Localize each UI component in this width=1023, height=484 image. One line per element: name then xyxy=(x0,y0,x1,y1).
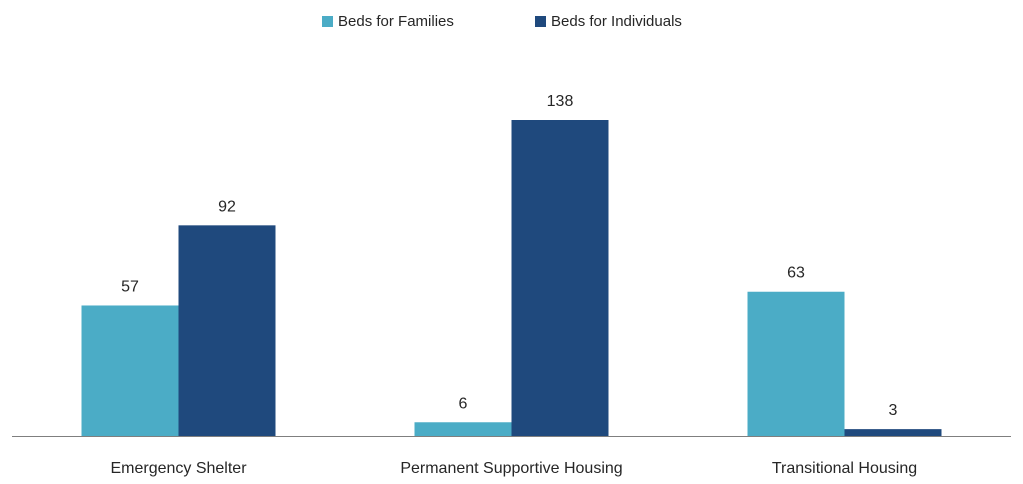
bar-families-1 xyxy=(414,422,512,436)
bar-individuals-0 xyxy=(178,225,276,436)
category-label-1: Permanent Supportive Housing xyxy=(400,460,622,477)
bar-individuals-2 xyxy=(844,429,942,436)
data-label-individuals-1: 138 xyxy=(547,93,574,110)
category-label-0: Emergency Shelter xyxy=(110,460,247,477)
legend-swatch-individuals xyxy=(535,16,546,27)
legend-swatch-families xyxy=(322,16,333,27)
legend-label-individuals: Beds for Individuals xyxy=(551,13,682,30)
category-label-2: Transitional Housing xyxy=(772,460,917,477)
bar-individuals-1 xyxy=(511,120,609,436)
data-label-families-1: 6 xyxy=(459,395,468,412)
legend-label-families: Beds for Families xyxy=(338,13,454,30)
data-label-families-0: 57 xyxy=(121,278,139,295)
data-label-individuals-2: 3 xyxy=(889,402,898,419)
bar-families-2 xyxy=(747,291,845,436)
data-label-families-2: 63 xyxy=(787,265,805,282)
bar-families-0 xyxy=(81,305,179,436)
data-label-individuals-0: 92 xyxy=(218,198,236,215)
